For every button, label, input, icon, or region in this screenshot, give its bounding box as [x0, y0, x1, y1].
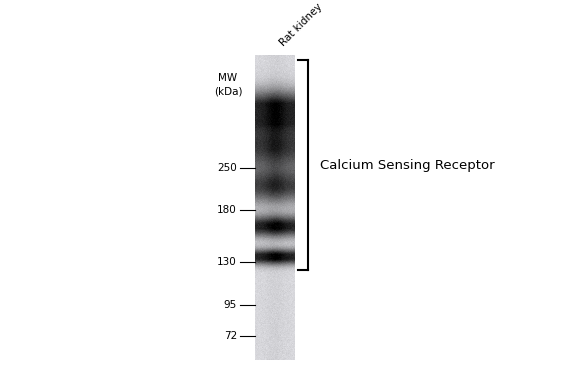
Text: 72: 72: [223, 331, 237, 341]
Text: Calcium Sensing Receptor: Calcium Sensing Receptor: [320, 158, 495, 172]
Text: (kDa): (kDa): [214, 87, 242, 97]
Text: 180: 180: [217, 205, 237, 215]
Text: 130: 130: [217, 257, 237, 267]
Text: 95: 95: [223, 300, 237, 310]
Text: 250: 250: [217, 163, 237, 173]
Text: MW: MW: [218, 73, 237, 83]
Text: Rat kidney: Rat kidney: [278, 2, 324, 48]
